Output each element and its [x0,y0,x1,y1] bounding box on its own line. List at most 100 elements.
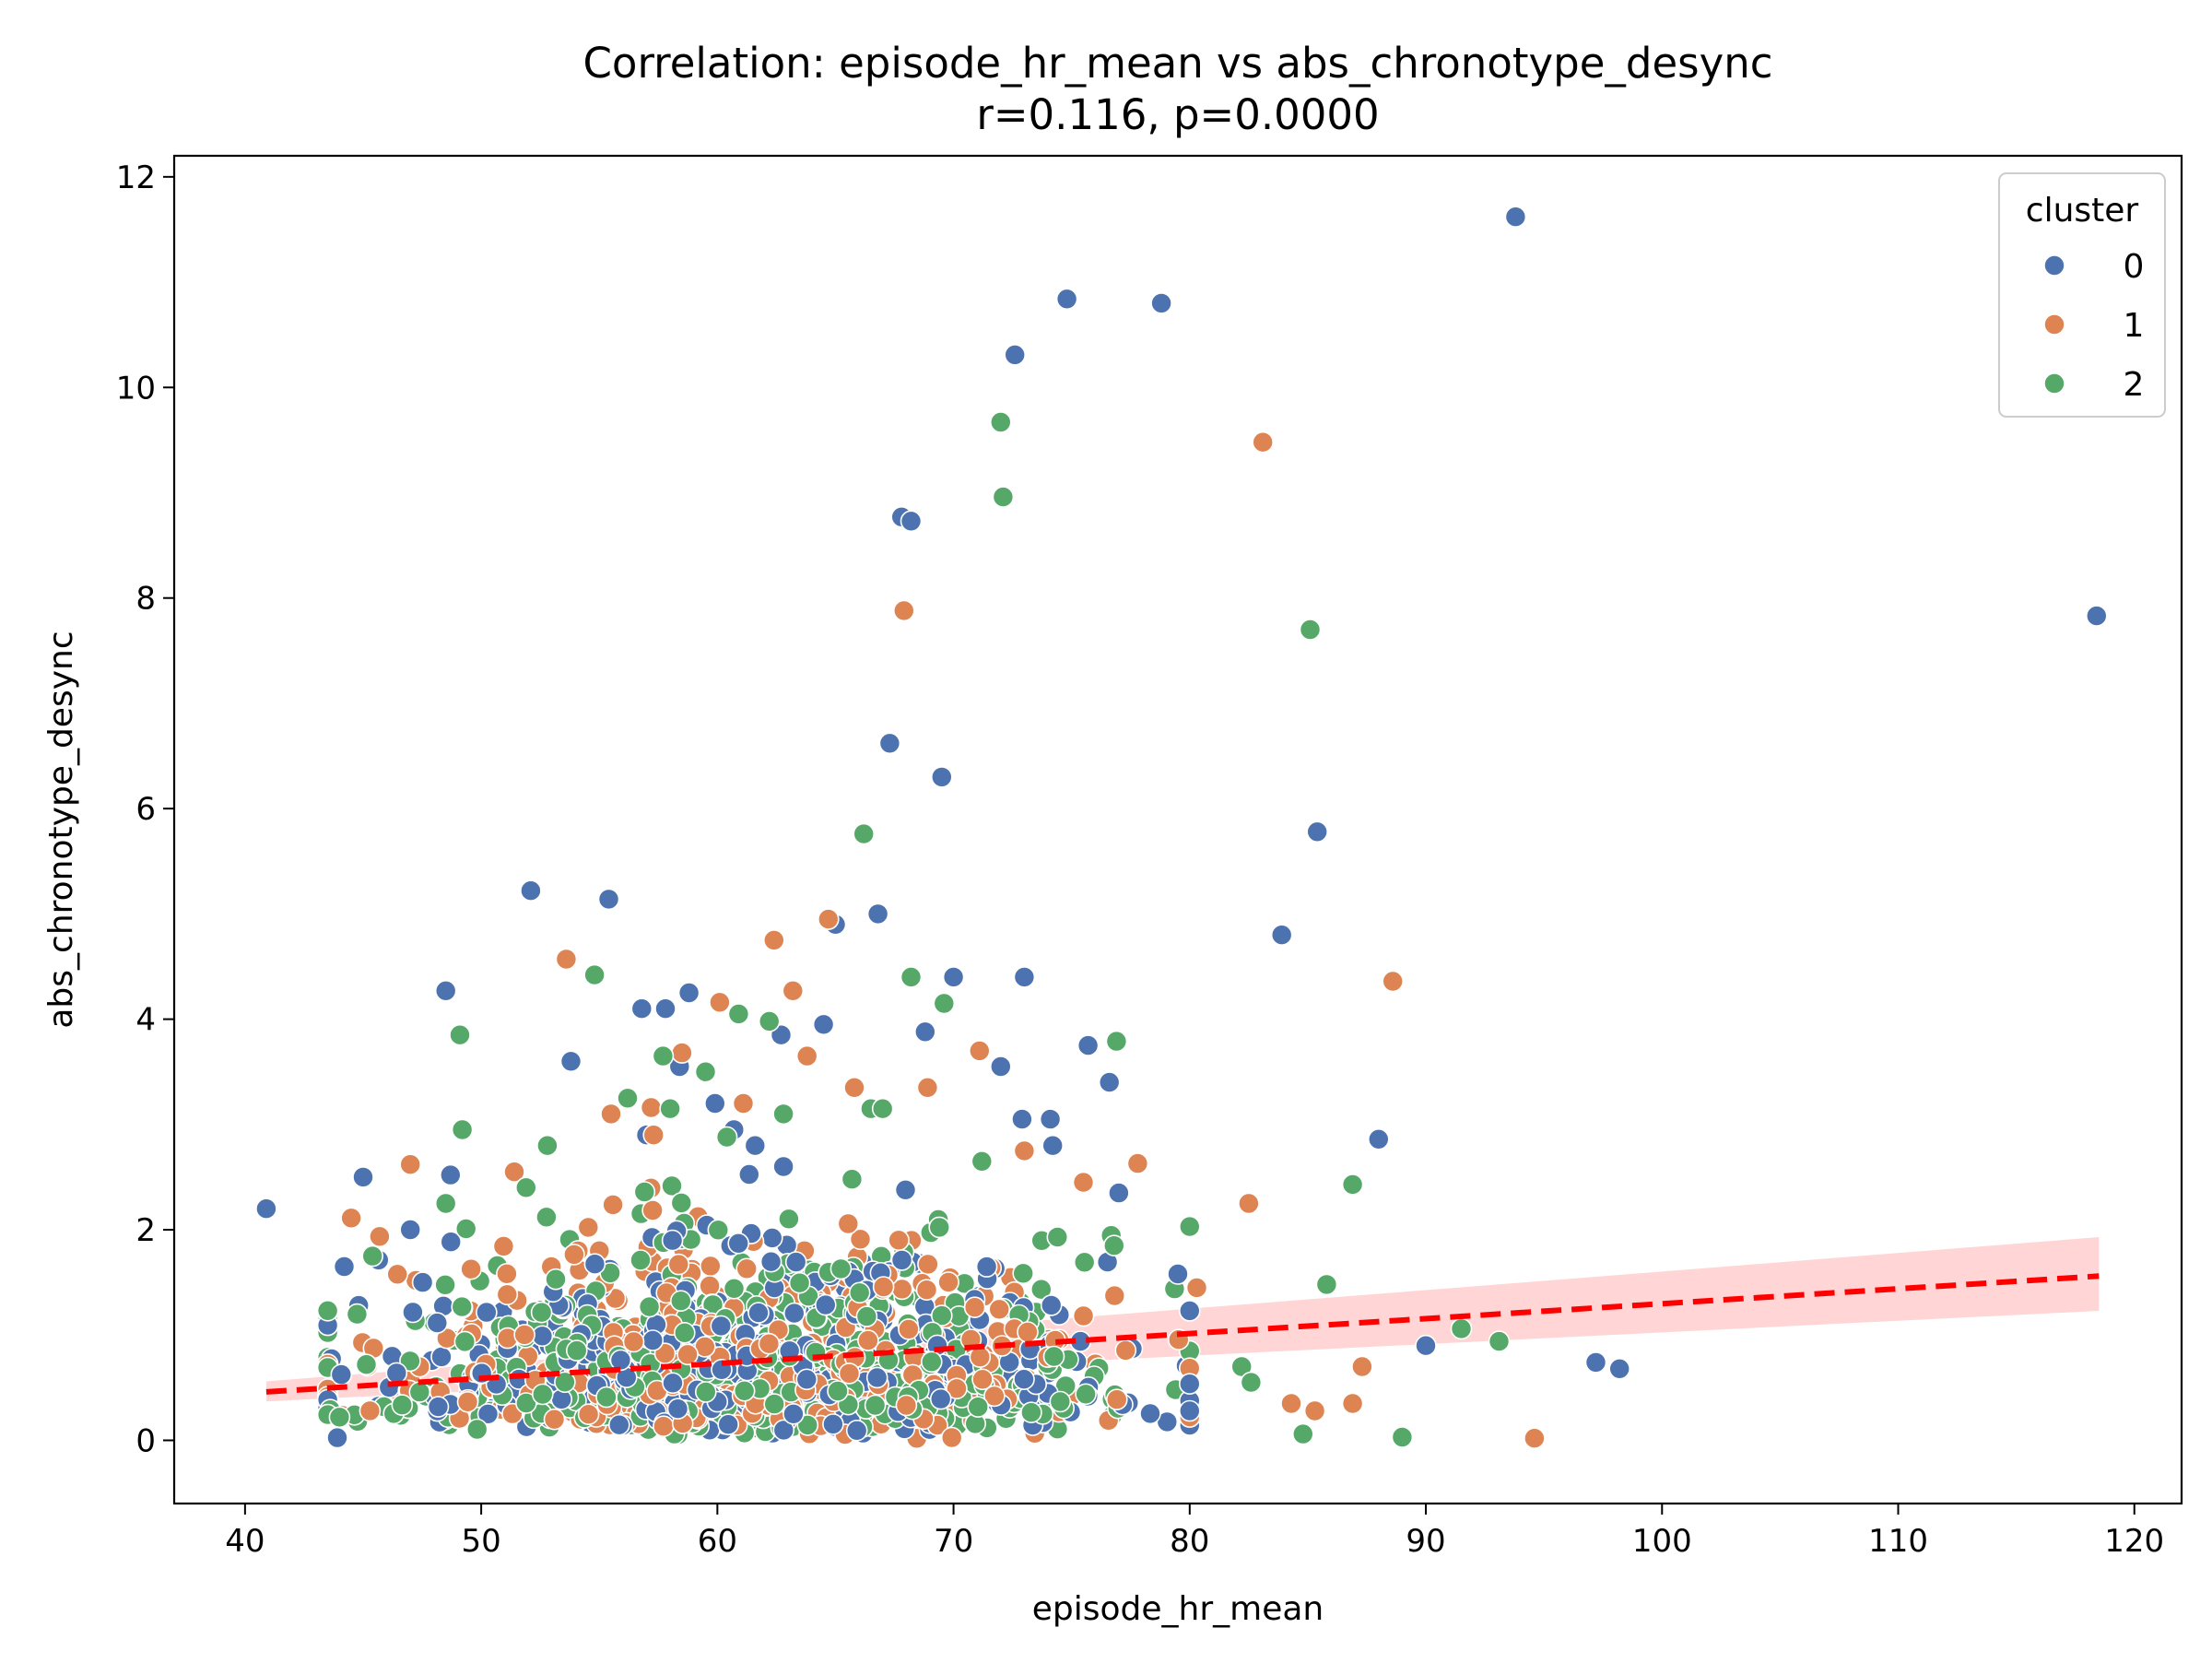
scatter-point-cluster-1 [1252,430,1274,454]
scatter-point-cluster-1 [1524,1427,1546,1449]
scatter-point-cluster-0 [677,982,700,1004]
scatter-point-cluster-0 [913,1020,936,1044]
scatter-point-cluster-1 [1382,970,1404,993]
legend-title: cluster [2026,192,2139,230]
scatter-point-cluster-0 [666,1398,689,1420]
scatter-point-cluster-2 [652,1044,675,1067]
scatter-point-cluster-1 [988,1298,1010,1321]
scatter-point-cluster-2 [465,1418,488,1441]
chart-subtitle: r=0.116, p=0.0000 [976,90,1379,139]
scatter-point-cluster-2 [933,992,956,1015]
legend-box [1998,172,2166,418]
scatter-point-cluster-0 [1179,1373,1201,1395]
plot-frame [172,154,2183,1505]
scatter-point-cluster-0 [1179,1399,1201,1422]
scatter-point-cluster-0 [333,1256,356,1278]
scatter-point-cluster-1 [843,1077,865,1099]
scatter-point-cluster-0 [900,510,923,533]
scatter-point-cluster-1 [359,1399,382,1422]
scatter-point-cluster-1 [513,1324,535,1346]
scatter-point-cluster-2 [694,1381,717,1403]
scatter-point-cluster-1 [503,1161,525,1183]
scatter-point-cluster-1 [1126,1152,1149,1174]
scatter-point-cluster-2 [346,1303,369,1326]
scatter-points-layer [255,206,2108,1450]
y-tick-label: 0 [135,1422,156,1459]
scatter-point-cluster-2 [1103,1234,1125,1256]
scatter-point-cluster-1 [895,1394,918,1417]
scatter-point-cluster-1 [888,1229,910,1252]
scatter-point-cluster-0 [440,1231,463,1253]
scatter-point-cluster-2 [361,1244,384,1268]
scatter-point-cluster-2 [930,1304,953,1327]
scatter-point-cluster-1 [1280,1392,1302,1415]
scatter-point-cluster-2 [1488,1330,1511,1352]
x-axis-label: episode_hr_mean [1032,1590,1324,1628]
legend-label-cluster-2: 2 [2124,366,2145,404]
scatter-point-cluster-0 [477,1403,500,1425]
scatter-point-cluster-0 [710,1315,733,1338]
scatter-point-cluster-0 [352,1166,374,1188]
scatter-point-cluster-0 [1306,820,1328,843]
scatter-point-cluster-1 [622,1330,645,1353]
x-tick-label: 90 [1406,1523,1445,1560]
scatter-point-cluster-1 [937,1271,959,1293]
y-tick-label: 4 [135,1002,156,1039]
scatter-point-cluster-0 [1011,1108,1033,1130]
y-tick-label: 2 [135,1212,156,1249]
y-axis-label: abs_chronotype_desync [42,631,80,1028]
scatter-point-cluster-0 [772,1419,795,1442]
scatter-point-cluster-2 [1030,1278,1053,1301]
scatter-point-cluster-1 [640,1096,663,1119]
legend-items: 0 1 2 [2043,248,2145,404]
x-tick-label: 70 [934,1523,973,1560]
scatter-point-cluster-2 [514,1176,537,1199]
scatter-point-cluster-0 [426,1312,449,1334]
scatter-point-cluster-2 [1230,1355,1253,1378]
scatter-point-cluster-1 [709,991,731,1014]
scatter-point-cluster-1 [1303,1399,1326,1422]
scatter-point-cluster-1 [667,1253,690,1276]
scatter-point-cluster-1 [762,929,785,951]
x-tick-label: 50 [461,1523,500,1560]
scatter-point-cluster-0 [1004,344,1026,366]
scatter-point-cluster-0 [744,1134,767,1157]
scatter-point-cluster-0 [1608,1358,1630,1380]
scatter-point-cluster-0 [559,1050,582,1073]
scatter-point-cluster-2 [694,1060,717,1083]
x-tick-label: 80 [1170,1523,1209,1560]
scatter-point-cluster-0 [1179,1300,1201,1322]
scatter-point-cluster-1 [602,1194,624,1216]
scatter-point-cluster-1 [946,1377,968,1400]
scatter-point-cluster-2 [659,1097,681,1120]
legend-label-cluster-0: 0 [2124,248,2145,286]
scatter-point-cluster-0 [1368,1128,1390,1150]
scatter-point-cluster-2 [434,1192,457,1215]
scatter-point-cluster-2 [1292,1422,1314,1445]
scatter-point-cluster-0 [1270,924,1293,947]
scatter-point-cluster-2 [772,1103,794,1126]
scatter-point-cluster-2 [1341,1174,1364,1196]
scatter-point-cluster-1 [1072,1171,1095,1194]
scatter-point-cluster-1 [1238,1192,1260,1215]
scatter-point-cluster-1 [1185,1277,1208,1299]
scatter-point-cluster-2 [1020,1401,1042,1423]
scatter-point-cluster-1 [642,1124,665,1146]
y-axis-ticks: 0 2 4 6 8 10 12 [116,159,174,1459]
scatter-point-cluster-0 [1013,1368,1035,1390]
scatter-point-cluster-2 [1450,1317,1473,1340]
scatter-point-cluster-1 [543,1408,566,1431]
scatter-point-cluster-1 [758,1332,781,1355]
scatter-point-cluster-0 [1055,288,1078,311]
scatter-point-cluster-2 [1073,1251,1096,1274]
scatter-point-cluster-2 [864,1394,887,1417]
scatter-point-cluster-0 [661,1229,684,1252]
scatter-point-cluster-0 [1013,966,1036,988]
scatter-point-cluster-0 [990,1056,1012,1078]
scatter-point-cluster-0 [1098,1071,1121,1093]
scatter-point-cluster-2 [758,1010,781,1032]
scatter-point-cluster-1 [699,1275,721,1297]
scatter-point-cluster-2 [853,822,876,845]
scatter-point-cluster-1 [460,1257,482,1280]
